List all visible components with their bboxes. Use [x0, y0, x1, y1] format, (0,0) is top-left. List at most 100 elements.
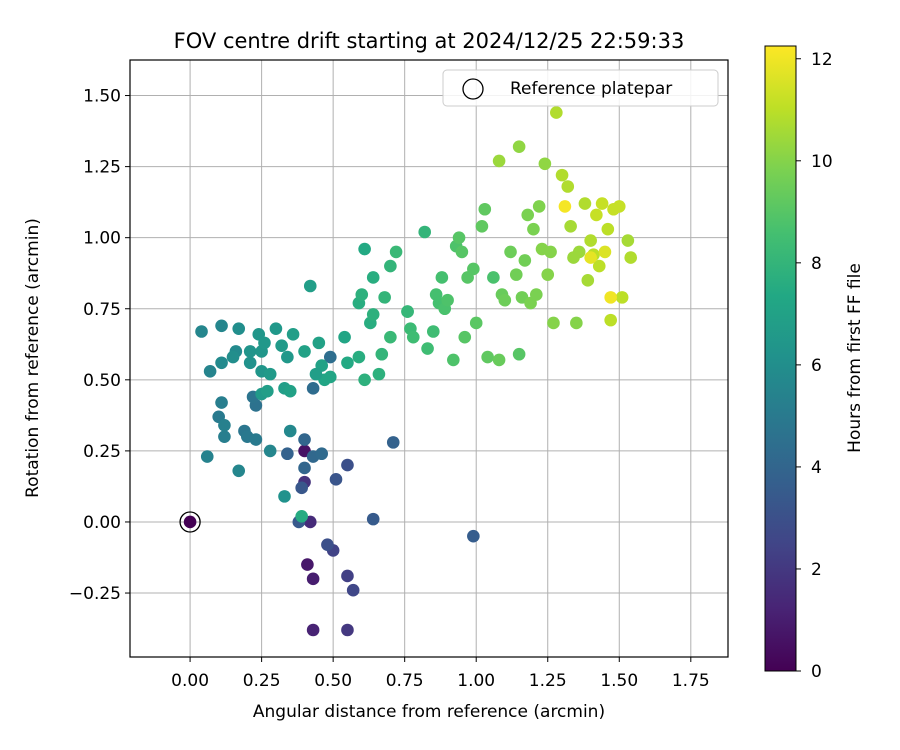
data-point [467, 529, 480, 543]
data-point [295, 481, 308, 495]
data-point [401, 305, 414, 318]
data-point [621, 234, 635, 247]
data-point [492, 154, 506, 168]
data-point [590, 208, 603, 222]
data-point [341, 569, 354, 583]
colorbar-tick-label: 8 [811, 254, 822, 274]
data-point [592, 259, 606, 273]
data-point [258, 336, 271, 350]
data-point [263, 444, 277, 458]
data-point [386, 436, 400, 449]
data-point [366, 512, 380, 526]
data-point [384, 259, 397, 273]
data-point [323, 370, 337, 384]
data-point [601, 222, 615, 236]
data-point [218, 419, 231, 432]
data-point [275, 339, 288, 353]
data-point [435, 271, 449, 284]
data-point [261, 384, 274, 398]
data-point [604, 313, 617, 327]
data-point [441, 293, 454, 307]
data-point [309, 367, 323, 381]
colorbar-ticks: 0 2 4 6 8 10 12 [796, 50, 833, 682]
data-point [529, 288, 543, 301]
data-point [183, 515, 197, 529]
data-point [281, 447, 294, 461]
x-tick-label: 1.00 [457, 671, 495, 691]
data-point [215, 396, 228, 409]
data-point [418, 225, 432, 239]
data-point [518, 254, 532, 267]
data-point [487, 271, 500, 284]
data-point [447, 353, 460, 367]
data-point [203, 364, 217, 378]
colorbar-tick-label: 12 [811, 50, 833, 70]
data-point [512, 347, 526, 361]
data-point [358, 242, 371, 256]
data-point [243, 345, 257, 358]
x-tick-label: 0.50 [314, 671, 352, 691]
data-point [341, 623, 354, 637]
chart-title: FOV centre drift starting at 2024/12/25 … [174, 29, 685, 53]
y-tick-label: 0.00 [83, 513, 121, 533]
data-point [578, 197, 592, 210]
data-point [226, 350, 240, 364]
data-point [269, 322, 283, 335]
data-point [509, 268, 523, 281]
plot-area-frame [129, 59, 729, 658]
data-point [452, 231, 466, 244]
data-point [295, 509, 308, 523]
data-point [283, 384, 297, 398]
data-point [458, 330, 472, 344]
data-point [555, 168, 569, 182]
y-tick-label: 0.75 [83, 300, 121, 320]
data-point [538, 157, 552, 171]
data-point [341, 356, 354, 370]
y-tick-label: 1.00 [83, 229, 121, 249]
data-point [421, 342, 434, 355]
colorbar-tick-label: 2 [811, 560, 822, 580]
data-point [298, 461, 311, 475]
data-point [612, 200, 626, 213]
colorbar-tick-label: 0 [811, 662, 822, 682]
data-point [492, 353, 506, 367]
data-point [595, 197, 609, 210]
data-point [389, 245, 403, 259]
data-point [352, 350, 366, 364]
data-point [584, 251, 597, 264]
legend: Reference platepar [442, 69, 719, 107]
data-point [298, 345, 311, 358]
data-point [541, 268, 555, 281]
data-point [200, 450, 214, 463]
data-point [527, 222, 540, 236]
data-point [570, 316, 583, 330]
data-point [504, 245, 517, 259]
y-tick-label: 0.25 [83, 442, 121, 462]
data-point [218, 430, 231, 443]
data-point [512, 140, 526, 154]
data-point [455, 245, 469, 259]
data-point [478, 202, 492, 216]
data-point [306, 623, 320, 637]
data-point [469, 316, 483, 330]
data-point [215, 356, 228, 370]
data-point [564, 220, 577, 233]
y-axis-label: Rotation from reference (arcmin) [23, 218, 43, 498]
x-tick-label: 0.00 [171, 671, 209, 691]
data-point [232, 322, 246, 335]
data-point [298, 433, 311, 446]
data-point [329, 473, 343, 486]
data-point [278, 490, 291, 503]
x-tick-label: 1.50 [600, 671, 638, 691]
data-point [406, 330, 420, 344]
y-tick-label: −0.25 [69, 584, 121, 604]
data-point [281, 350, 294, 364]
data-point [544, 245, 557, 259]
data-point [584, 234, 597, 247]
y-tick-label: 1.25 [83, 158, 121, 178]
colorbar-label: Hours from first FF file [845, 263, 865, 453]
data-point [426, 325, 440, 338]
data-point [375, 347, 389, 361]
data-point [532, 200, 546, 213]
data-point [598, 245, 612, 259]
